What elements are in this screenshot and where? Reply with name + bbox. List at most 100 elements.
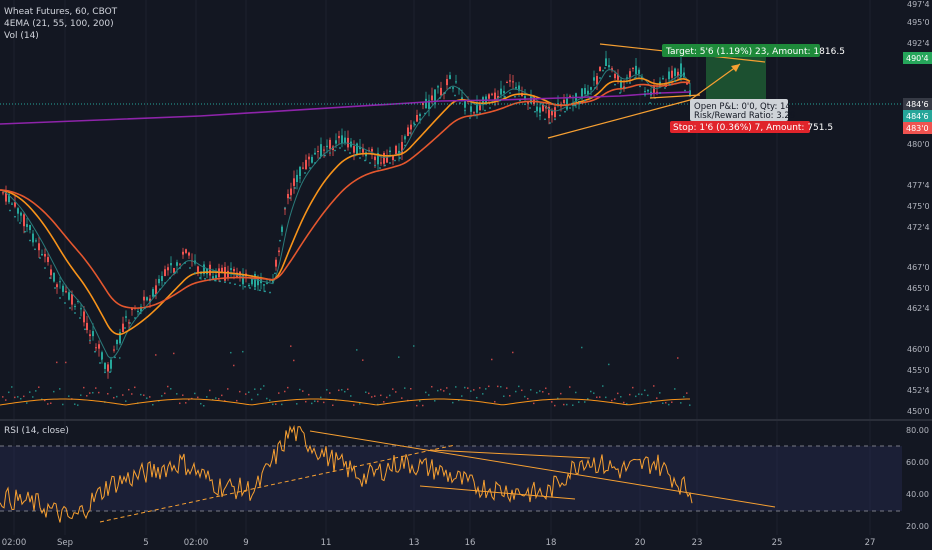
candle-body: [26, 224, 28, 227]
candle-body: [344, 137, 346, 143]
volume-dot: [464, 386, 466, 389]
candle-body: [110, 359, 112, 369]
candle-body: [647, 89, 649, 92]
target-label[interactable]: Target: 5'6 (1.19%) 23, Amount: 1816.5: [662, 44, 845, 57]
volume-dot: [170, 388, 172, 390]
ema-dot: [189, 267, 191, 269]
volume-dot: [668, 403, 670, 406]
candle-body: [629, 71, 631, 79]
candle-body: [71, 294, 73, 305]
open-pl-label[interactable]: Open P&L: 0'0, Qty: 142 Risk/Reward Rati…: [690, 99, 796, 121]
volume-dot: [602, 385, 604, 387]
candle-body: [617, 74, 619, 80]
volume-dot: [155, 354, 157, 356]
volume-dot: [338, 389, 340, 392]
candle-body: [188, 252, 190, 256]
candle-body: [44, 254, 46, 257]
candle-body: [53, 272, 55, 282]
volume-dot: [161, 395, 163, 397]
volume-dot: [194, 392, 196, 395]
volume-dot: [341, 389, 343, 391]
volume-dot: [350, 395, 352, 397]
volume-dot: [536, 391, 538, 394]
volume-dot: [587, 398, 589, 400]
candle-body: [662, 78, 664, 80]
ema-dot: [439, 97, 441, 99]
ema-dot: [509, 92, 511, 94]
volume-dot: [422, 404, 424, 407]
price-axis-label: 497'4: [907, 0, 930, 9]
rsi-legend: RSI (14, close): [4, 426, 69, 436]
volume-dot: [599, 396, 601, 398]
volume-dot: [116, 395, 118, 398]
volume-dot: [428, 394, 430, 396]
candle-body: [5, 190, 7, 202]
candle-body: [11, 203, 13, 205]
candle-body: [23, 214, 25, 227]
volume-dot: [419, 400, 421, 402]
rsi-trendlines[interactable]: [99, 430, 776, 523]
stop-label[interactable]: Stop: 1'6 (0.36%) 7, Amount: 751.5: [670, 121, 833, 133]
ema-dot: [504, 95, 506, 98]
time-axis-label: 5: [143, 538, 148, 548]
candle-body: [182, 251, 184, 255]
ema-dot: [9, 209, 11, 212]
volume-dot: [152, 403, 154, 406]
ema-dot: [684, 89, 686, 92]
volume-dot: [431, 385, 433, 388]
volume-dot: [467, 387, 469, 389]
ema-dot: [154, 294, 156, 297]
volume-dot: [593, 392, 595, 394]
time-axis[interactable]: 02:00 Sep 5 02:00 9 11 13 16 18 20 23 25 27: [2, 538, 876, 548]
volume-dot: [17, 396, 19, 398]
candle-body: [542, 104, 544, 112]
volume-dot: [647, 394, 649, 397]
ema-dot: [529, 107, 531, 109]
volume-dot: [560, 392, 562, 395]
volume-dot: [548, 393, 550, 395]
volume-dot: [281, 403, 283, 406]
trendline: [547, 99, 691, 139]
volume-dot: [671, 401, 673, 403]
candle-body: [449, 75, 451, 80]
ema-dot: [429, 107, 431, 109]
candle-body: [125, 316, 127, 318]
volume-dot: [362, 359, 364, 361]
ema-dot: [399, 157, 401, 159]
candle-body: [377, 153, 379, 165]
candle-body: [80, 308, 82, 310]
rsi-trendline: [429, 449, 591, 459]
ema-dot: [669, 83, 671, 86]
ema-dot: [59, 297, 61, 299]
rsi-axis[interactable]: 80.00 60.00 40.00 20.00: [906, 426, 929, 531]
time-axis-label: 02:00: [2, 538, 27, 548]
volume-dot: [41, 398, 43, 401]
candle-body: [272, 279, 274, 283]
volume-dot: [278, 392, 280, 394]
candle-body: [614, 73, 616, 79]
price-axis-label: 462'4: [907, 304, 930, 313]
rsi-series: [0, 424, 693, 523]
candle-body: [14, 202, 16, 207]
candle-body: [227, 270, 229, 278]
volume-dot: [494, 400, 496, 403]
rsi-line: [0, 424, 693, 523]
candle-body: [638, 69, 640, 74]
ema-dot: [294, 187, 296, 189]
candle-body: [101, 352, 103, 360]
candle-body: [2, 192, 4, 194]
rsi-dashed-trendline: [99, 444, 456, 523]
candle-body: [653, 86, 655, 94]
price-axis[interactable]: 497'4495'0492'4487'4480'0477'4475'0472'4…: [903, 0, 932, 416]
volume-dot: [344, 390, 346, 393]
candle-body: [689, 90, 691, 97]
candle-body: [152, 289, 154, 297]
candle-body: [437, 86, 439, 88]
rsi-axis-label: 80.00: [906, 426, 929, 435]
rsi-axis-label: 20.00: [906, 522, 929, 531]
volume-dot: [527, 397, 529, 400]
ema-dot: [629, 82, 631, 84]
time-axis-label: 9: [243, 538, 248, 548]
candle-body: [275, 259, 277, 267]
